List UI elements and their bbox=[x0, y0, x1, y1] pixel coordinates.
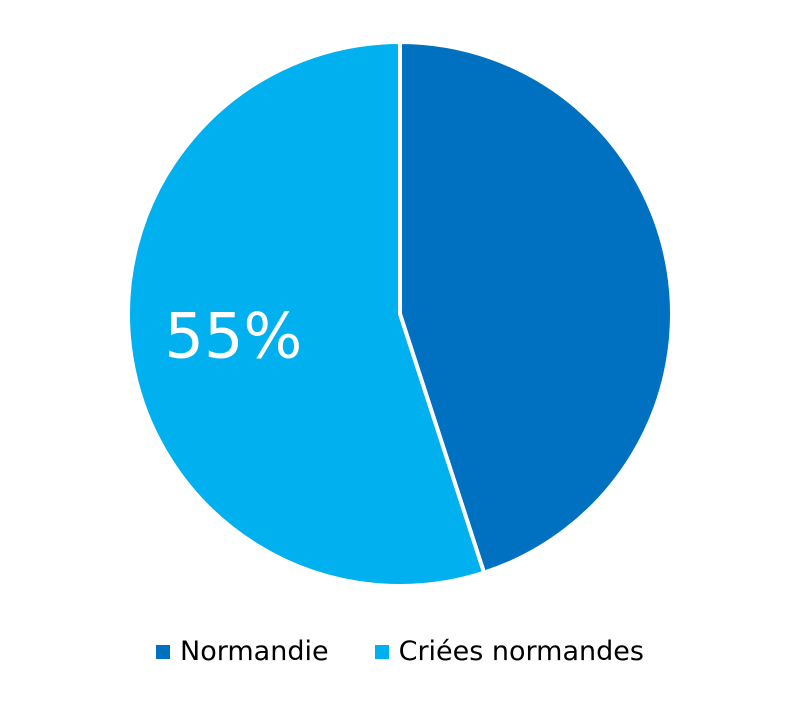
pie-slice-normandie bbox=[398, 40, 675, 575]
data-label-criees-normandes: 55% bbox=[165, 299, 303, 372]
chart-legend: Normandie Criées normandes bbox=[0, 636, 800, 667]
legend-swatch-criees-normandes bbox=[374, 644, 389, 659]
legend-swatch-normandie bbox=[156, 644, 171, 659]
pie-data-labels: 55% bbox=[165, 299, 303, 372]
pie-slice-criees-normandes bbox=[126, 40, 487, 588]
legend-item-criees-normandes: Criées normandes bbox=[374, 636, 644, 667]
pie-chart-plot: 55% bbox=[126, 40, 675, 588]
pie-slices bbox=[126, 40, 675, 588]
legend-label-normandie: Normandie bbox=[180, 636, 329, 667]
legend-item-normandie: Normandie bbox=[156, 636, 329, 667]
legend-label-criees-normandes: Criées normandes bbox=[398, 636, 644, 667]
